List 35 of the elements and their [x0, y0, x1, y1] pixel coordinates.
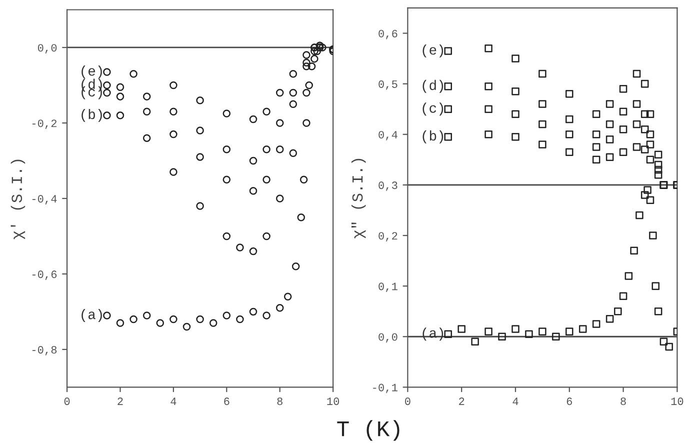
y-tick-label: -0,2	[32, 120, 57, 129]
x-tick-label: 10	[327, 398, 340, 406]
x-axis-title: T (K)	[337, 420, 400, 441]
y-tick-label: 0,1	[378, 282, 398, 292]
series-label: (e)	[82, 66, 102, 78]
series-label: (b)	[82, 108, 102, 122]
y-tick-label: -0,4	[32, 195, 57, 204]
x-tick-label: 0	[64, 398, 70, 406]
series-label: (b)	[422, 130, 444, 144]
y-tick-label: -0,1	[373, 384, 398, 394]
y-tick-label: -0,8	[32, 346, 57, 356]
x-tick-label: 2	[459, 398, 464, 405]
series-label: (d)	[422, 80, 444, 93]
y-tick-label: -0,6	[32, 270, 57, 280]
y-tick-label: 0,0	[38, 44, 57, 54]
series-label: (a)	[82, 308, 102, 322]
x-tick-label: 6	[224, 398, 230, 406]
x-tick-label: 4	[512, 398, 518, 405]
x-tick-label: 2	[118, 398, 123, 405]
y-tick-label: 0,0	[378, 333, 398, 343]
x-tick-label: 10	[671, 398, 684, 406]
y-tick-label: 0,4	[378, 130, 398, 140]
y-axis-title: χ' (S.I.)	[10, 160, 26, 240]
y-tick-label: 0,6	[378, 30, 398, 40]
y-tick-label: 0,2	[378, 232, 398, 242]
x-tick-label: 8	[277, 398, 282, 406]
x-tick-label: 4	[170, 398, 176, 405]
x-tick-label: 6	[566, 398, 572, 406]
y-axis-title: χ" (S.I.)	[351, 158, 366, 238]
y-tick-label: 0,5	[378, 80, 398, 90]
series-label: (e)	[422, 44, 444, 58]
y-tick-label: 0,3	[378, 182, 398, 191]
series-label: (c)	[422, 102, 444, 116]
x-tick-label: 0	[405, 398, 410, 406]
x-tick-label: 8	[620, 398, 626, 406]
